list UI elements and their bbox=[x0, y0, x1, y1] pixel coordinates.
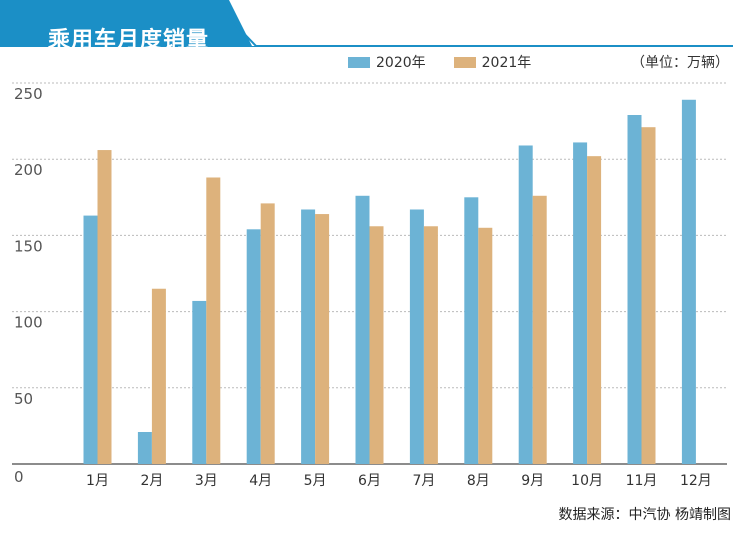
title-banner bbox=[0, 0, 733, 47]
bar-2021 bbox=[641, 127, 656, 465]
x-tick-label: 8月 bbox=[467, 473, 490, 489]
legend-item-2020: 2020年 bbox=[348, 52, 426, 72]
legend-swatch-2021 bbox=[453, 56, 476, 68]
x-tick-label: 12月 bbox=[680, 473, 712, 489]
x-tick-label: 1月 bbox=[86, 473, 109, 489]
unit-note: （单位：万辆） bbox=[631, 55, 729, 71]
bar-2020 bbox=[192, 300, 207, 464]
y-tick-label: 50 bbox=[14, 390, 33, 408]
source-note: 数据来源：中汽协 杨靖制图 bbox=[558, 507, 731, 523]
legend-label-2021: 2021年 bbox=[481, 55, 532, 71]
x-tick-label: 5月 bbox=[304, 473, 327, 489]
bar-2020 bbox=[301, 209, 316, 464]
y-tick-label: 200 bbox=[14, 161, 43, 179]
y-tick-label: 150 bbox=[14, 237, 43, 255]
bar-2021 bbox=[587, 156, 602, 465]
bar-2020 bbox=[627, 115, 642, 464]
legend-swatch-2020 bbox=[348, 56, 370, 68]
chart-title: 乘用车月度销量 bbox=[48, 28, 210, 53]
x-tick-label: 11月 bbox=[626, 473, 658, 489]
bar-2020 bbox=[246, 229, 261, 464]
y-tick-label: 100 bbox=[14, 314, 43, 332]
x-tick-label: 3月 bbox=[195, 473, 218, 489]
x-tick-label: 6月 bbox=[358, 473, 381, 489]
bar-2021 bbox=[260, 203, 275, 464]
bar-2020 bbox=[409, 209, 424, 464]
y-tick-label: 250 bbox=[14, 85, 43, 103]
bar-2021 bbox=[369, 226, 384, 464]
x-tick-label: 2月 bbox=[140, 473, 163, 489]
legend-label-2020: 2020年 bbox=[376, 55, 426, 71]
bar-2021 bbox=[206, 177, 221, 464]
bar-2020 bbox=[355, 195, 370, 464]
bar-2020 bbox=[573, 142, 588, 464]
bar-2020 bbox=[137, 431, 152, 464]
bar-2021 bbox=[97, 150, 112, 464]
bar-2021 bbox=[151, 288, 166, 464]
x-tick-label: 4月 bbox=[249, 473, 272, 489]
title-banner-shape bbox=[0, 0, 733, 47]
bar-2020 bbox=[681, 99, 696, 464]
legend: 2020年 2021年 bbox=[348, 52, 559, 72]
bar-2020 bbox=[83, 215, 98, 464]
bar-2021 bbox=[423, 226, 438, 464]
bar-2020 bbox=[518, 145, 533, 464]
bar-2020 bbox=[464, 197, 479, 465]
x-tick-label: 9月 bbox=[521, 473, 544, 489]
x-tick-label: 10月 bbox=[571, 473, 603, 489]
legend-item-2021: 2021年 bbox=[453, 52, 532, 72]
bar-2021 bbox=[478, 227, 493, 464]
bar-2021 bbox=[315, 214, 330, 464]
y-tick-label: 0 bbox=[14, 468, 24, 486]
bar-2021 bbox=[532, 195, 547, 464]
title-banner-line bbox=[228, 17, 733, 47]
x-tick-label: 7月 bbox=[412, 473, 435, 489]
